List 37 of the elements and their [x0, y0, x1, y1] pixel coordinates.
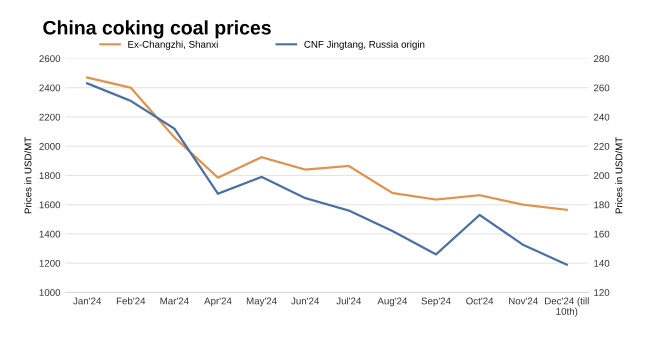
x-tick-label: Apr'24	[204, 298, 232, 306]
y2-tick-label: 160	[594, 230, 610, 238]
y-tick-label: 1400	[40, 230, 60, 238]
y-tick-label: 2600	[39, 55, 60, 62]
y-tick-label: 2200	[39, 114, 60, 121]
x-tick-label: Jun'24	[291, 298, 320, 304]
y-axis-title: Prices in USD/MT	[24, 137, 32, 214]
legend-label: CNF Jingtang, Russia origin	[304, 40, 424, 50]
line-series	[86, 76, 568, 211]
y-tick-label: 1800	[40, 172, 60, 180]
y2-tick-label: 200	[594, 172, 610, 180]
y2-axis-title: Prices in USD/MT	[615, 137, 622, 214]
y2-tick-label: 120	[594, 289, 610, 296]
y2-tick-label: 280	[594, 55, 610, 62]
y-tick-label: 2400	[39, 84, 60, 92]
x-tick-label: Oct'24	[466, 298, 494, 304]
y-tick-label: 1600	[40, 201, 60, 208]
y2-tick-label: 140	[594, 260, 610, 267]
legend-label: Ex-Changzhi, Shanxi	[128, 40, 218, 50]
x-tick-label: May'24	[246, 298, 277, 306]
x-tick-label: Sep'24	[421, 298, 451, 306]
y-tick-label: 1000	[40, 289, 60, 296]
x-tick-label: Jan'24	[73, 298, 102, 304]
x-tick-label: Mar'24	[160, 298, 189, 304]
y2-tick-label: 260	[594, 84, 610, 92]
chart-title: China coking coal prices	[43, 20, 271, 39]
x-tick-label: Dec'24 (till 10th)	[545, 297, 589, 317]
x-tick-label: Aug'24	[377, 298, 408, 306]
y2-tick-label: 240	[594, 114, 610, 121]
x-tick-label: Jul'24	[336, 297, 362, 304]
line-series	[86, 82, 568, 266]
x-tick-label: Nov'24	[509, 298, 538, 304]
y2-tick-label: 220	[594, 142, 610, 150]
y-tick-label: 2000	[39, 142, 60, 150]
y-tick-label: 1200	[40, 260, 60, 267]
x-tick-label: Feb'24	[116, 297, 146, 304]
y2-tick-label: 180	[594, 201, 610, 208]
